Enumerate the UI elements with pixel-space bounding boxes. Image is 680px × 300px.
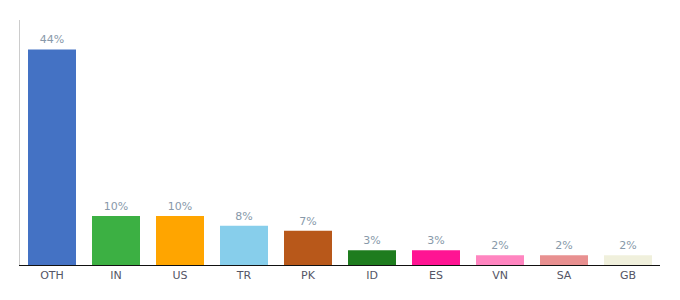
- svg-text:8%: 8%: [235, 210, 252, 223]
- svg-text:VN: VN: [492, 269, 508, 282]
- svg-text:2%: 2%: [619, 239, 636, 252]
- svg-text:GB: GB: [620, 269, 636, 282]
- svg-text:TR: TR: [236, 269, 252, 282]
- svg-text:ES: ES: [429, 269, 443, 282]
- svg-text:7%: 7%: [299, 215, 316, 228]
- svg-text:US: US: [172, 269, 187, 282]
- svg-text:2%: 2%: [555, 239, 572, 252]
- svg-text:ID: ID: [366, 269, 378, 282]
- svg-text:3%: 3%: [363, 234, 380, 247]
- svg-text:IN: IN: [110, 269, 121, 282]
- svg-text:OTH: OTH: [40, 269, 64, 282]
- svg-text:44%: 44%: [40, 33, 64, 46]
- svg-text:10%: 10%: [168, 200, 192, 213]
- svg-text:SA: SA: [557, 269, 572, 282]
- svg-text:10%: 10%: [104, 200, 128, 213]
- svg-text:3%: 3%: [427, 234, 444, 247]
- svg-text:2%: 2%: [491, 239, 508, 252]
- svg-text:PK: PK: [301, 269, 316, 282]
